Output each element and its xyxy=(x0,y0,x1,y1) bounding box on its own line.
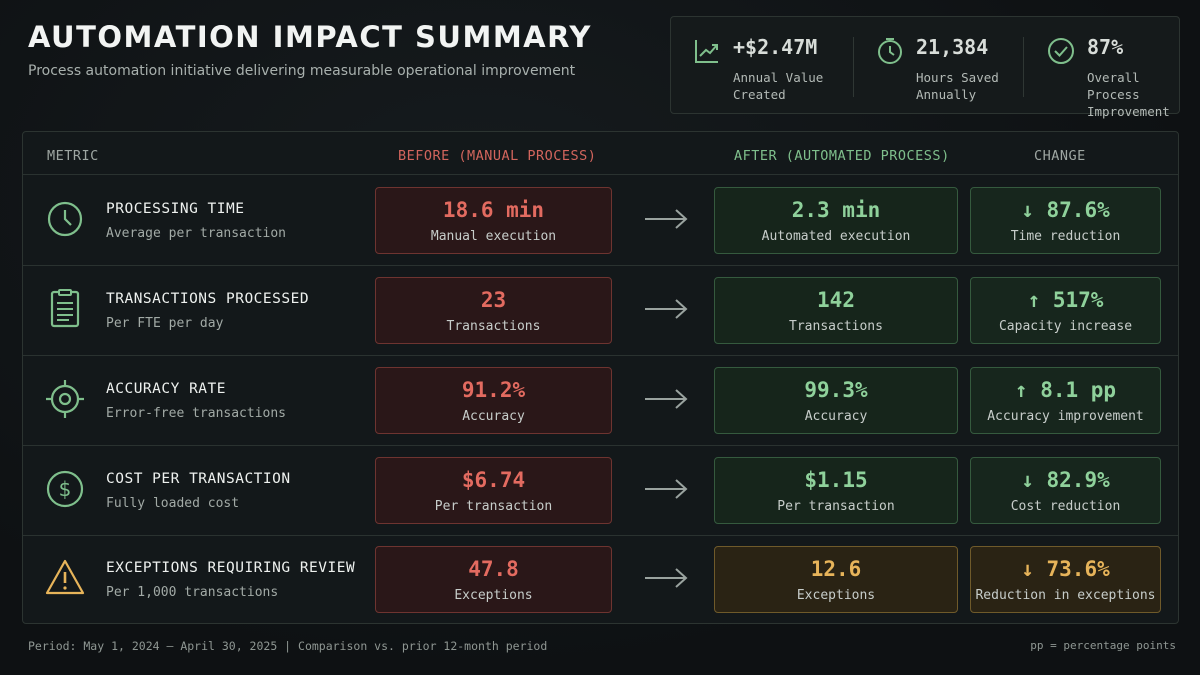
table-row: $ COST PER TRANSACTION Fully loaded cost… xyxy=(23,445,1178,535)
row-divider xyxy=(23,535,1178,536)
after-label: Transactions xyxy=(789,319,883,334)
before-value: 23 xyxy=(480,288,507,312)
kpi-label: Annual Value Created xyxy=(733,70,824,102)
target-icon xyxy=(46,380,84,418)
after-value-card: 2.3 min Automated execution xyxy=(714,187,958,254)
metric-subtitle: Average per transaction xyxy=(106,226,287,241)
before-value-card: $6.74 Per transaction xyxy=(375,457,612,524)
kpi-value: 87% xyxy=(1087,35,1124,59)
warning-icon xyxy=(45,559,85,595)
metric-subtitle: Per 1,000 transactions xyxy=(106,585,279,600)
footer-period: Period: May 1, 2024 – April 30, 2025 | C… xyxy=(28,639,548,653)
after-value-card: $1.15 Per transaction xyxy=(714,457,958,524)
metric-title: PROCESSING TIME xyxy=(106,201,245,217)
metric-subtitle: Error-free transactions xyxy=(106,406,287,421)
stopwatch-icon xyxy=(878,38,902,64)
after-label: Per transaction xyxy=(777,499,895,514)
kpi-value: 21,384 xyxy=(916,35,989,59)
page-subtitle: Process automation initiative delivering… xyxy=(28,63,576,79)
before-label: Per transaction xyxy=(434,499,553,514)
footer-note: pp = percentage points xyxy=(1030,639,1176,652)
before-label: Manual execution xyxy=(430,229,557,244)
kpi-divider xyxy=(853,37,854,97)
after-label: Exceptions xyxy=(796,588,876,603)
right-arrow-icon xyxy=(645,299,688,319)
header-divider xyxy=(23,174,1178,175)
before-value-card: 18.6 min Manual execution xyxy=(375,187,612,254)
column-header-before: BEFORE (MANUAL PROCESS) xyxy=(398,148,597,164)
right-arrow-icon xyxy=(645,209,688,229)
check-circle-icon xyxy=(1048,38,1074,64)
after-value: 99.3% xyxy=(804,378,868,402)
after-value: 2.3 min xyxy=(791,198,881,222)
change-card: ↓ 82.9% Cost reduction xyxy=(970,457,1161,524)
column-header-metric: METRIC xyxy=(47,148,99,164)
kpi-label: Overall Process Improvement xyxy=(1087,70,1170,119)
change-card: ↓ 73.6% Reduction in exceptions xyxy=(970,546,1161,613)
kpi-value: +$2.47M xyxy=(733,35,818,59)
table-row: TRANSACTIONS PROCESSED Per FTE per day 2… xyxy=(23,265,1178,355)
metric-title: EXCEPTIONS REQUIRING REVIEW xyxy=(106,560,356,576)
before-value-card: 23 Transactions xyxy=(375,277,612,344)
before-label: Transactions xyxy=(446,319,541,334)
after-value: 142 xyxy=(817,288,855,312)
after-label: Accuracy xyxy=(804,409,868,424)
table-row: PROCESSING TIME Average per transaction … xyxy=(23,175,1178,265)
change-card: ↓ 87.6% Time reduction xyxy=(970,187,1161,254)
kpi-divider xyxy=(1023,37,1024,97)
after-label: Automated execution xyxy=(761,229,911,244)
impact-table: METRIC BEFORE (MANUAL PROCESS) AFTER (AU… xyxy=(22,131,1179,624)
before-value: 47.8 xyxy=(468,557,519,581)
metric-title: TRANSACTIONS PROCESSED xyxy=(106,291,310,307)
svg-text:$: $ xyxy=(59,477,72,501)
row-divider xyxy=(23,265,1178,266)
row-divider xyxy=(23,355,1178,356)
metric-subtitle: Per FTE per day xyxy=(106,316,224,331)
change-value: ↓ 73.6% xyxy=(1021,557,1110,581)
row-divider xyxy=(23,445,1178,446)
table-row: EXCEPTIONS REQUIRING REVIEW Per 1,000 tr… xyxy=(23,534,1178,624)
after-value: $1.15 xyxy=(804,468,868,492)
trend-up-icon xyxy=(695,40,718,63)
after-value-card: 142 Transactions xyxy=(714,277,958,344)
dollar-circle-icon: $ xyxy=(46,470,84,508)
right-arrow-icon xyxy=(645,568,688,588)
before-value: 18.6 min xyxy=(442,198,545,222)
change-value: ↓ 82.9% xyxy=(1021,468,1110,492)
column-header-change: CHANGE xyxy=(1034,148,1086,164)
change-label: Capacity increase xyxy=(998,319,1133,334)
before-value-card: 91.2% Accuracy xyxy=(375,367,612,434)
clock-icon xyxy=(47,201,83,237)
before-value-card: 47.8 Exceptions xyxy=(375,546,612,613)
before-value: $6.74 xyxy=(461,468,526,492)
change-value: ↑ 8.1 pp xyxy=(1014,378,1117,402)
after-value-card: 12.6 Exceptions xyxy=(714,546,958,613)
change-label: Accuracy improvement xyxy=(987,409,1144,424)
change-card: ↑ 8.1 pp Accuracy improvement xyxy=(970,367,1161,434)
before-label: Exceptions xyxy=(454,588,533,603)
metric-subtitle: Fully loaded cost xyxy=(106,496,240,511)
document-icon xyxy=(50,289,80,328)
change-label: Time reduction xyxy=(1010,229,1121,244)
right-arrow-icon xyxy=(645,389,688,409)
before-value: 91.2% xyxy=(461,378,526,402)
change-label: Cost reduction xyxy=(1010,499,1121,514)
page-title: AUTOMATION IMPACT SUMMARY xyxy=(28,20,592,54)
right-arrow-icon xyxy=(645,479,688,499)
column-header-after: AFTER (AUTOMATED PROCESS) xyxy=(734,148,950,164)
change-value: ↑ 517% xyxy=(1027,288,1104,312)
after-value: 12.6 xyxy=(810,557,862,581)
kpi-panel: +$2.47M Annual Value Created 21,384 Hour… xyxy=(670,16,1180,119)
metric-title: ACCURACY RATE xyxy=(106,381,226,397)
kpi-label: Hours Saved Annually xyxy=(916,70,999,102)
before-label: Accuracy xyxy=(462,409,525,424)
metric-title: COST PER TRANSACTION xyxy=(106,471,291,487)
change-card: ↑ 517% Capacity increase xyxy=(970,277,1161,344)
change-label: Reduction in exceptions xyxy=(975,588,1156,603)
table-row: ACCURACY RATE Error-free transactions 91… xyxy=(23,355,1178,445)
after-value-card: 99.3% Accuracy xyxy=(714,367,958,434)
change-value: ↓ 87.6% xyxy=(1021,198,1110,222)
